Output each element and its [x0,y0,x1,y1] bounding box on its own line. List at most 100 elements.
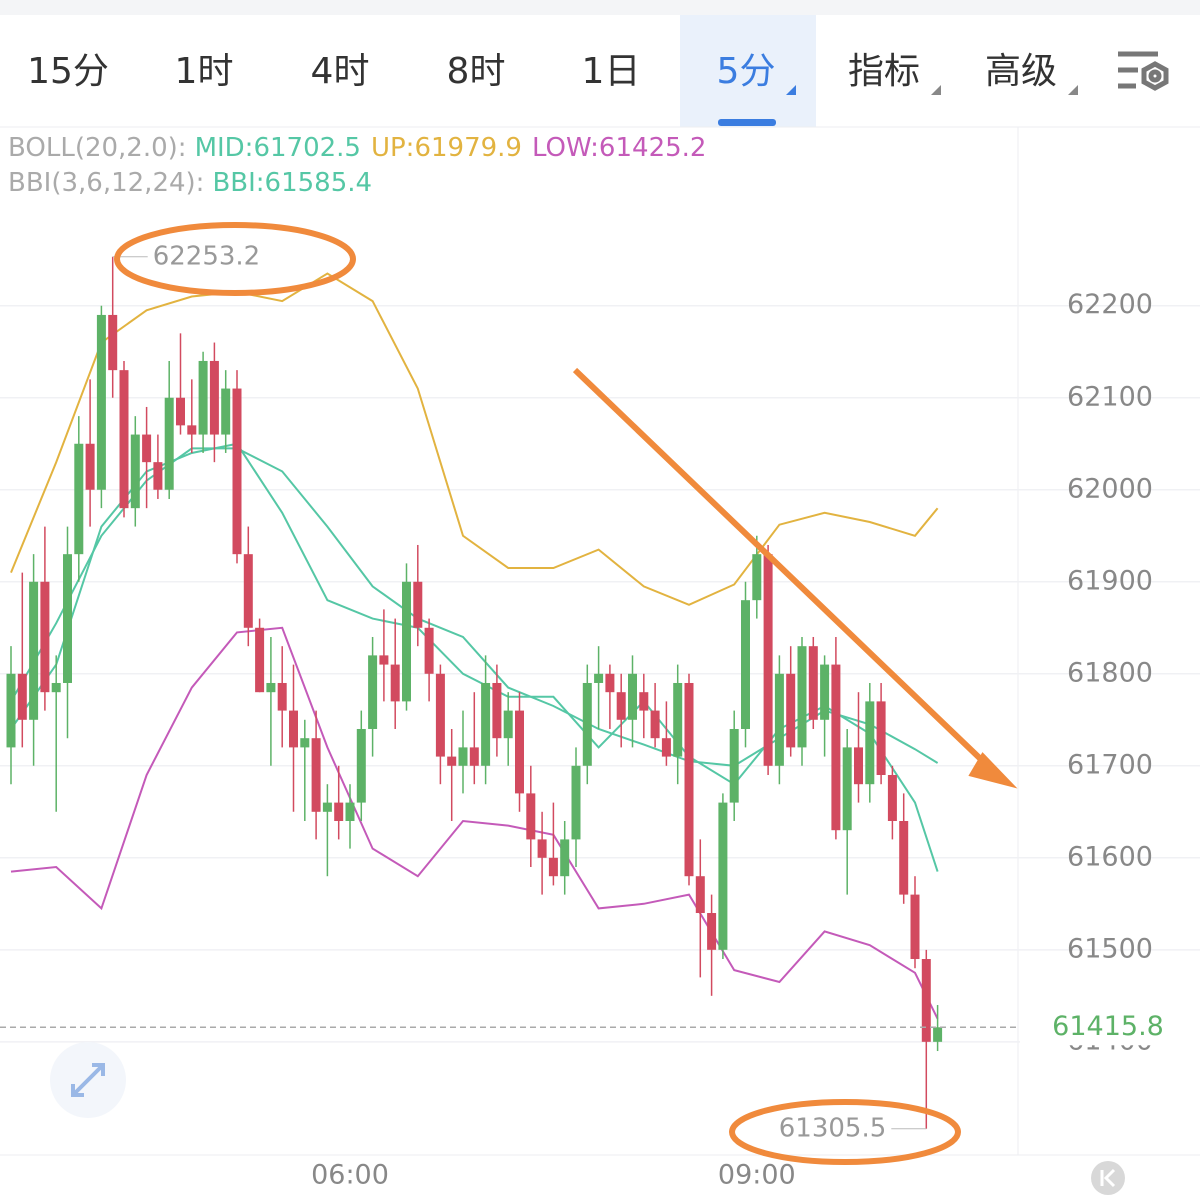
tab[interactable]: 1时 [175,51,234,92]
candle-body [402,581,411,702]
candle-body [390,664,400,702]
candle-body [639,692,649,711]
tab[interactable]: 15分 [27,51,109,92]
candle-body [255,627,265,693]
y-tick-label: 62000 [1067,473,1153,504]
candle-body [548,857,558,877]
candle-body [63,554,72,683]
candle-body [492,682,502,739]
candle-body [187,425,197,435]
indicator-line [10,272,939,606]
candle-body [424,627,434,674]
candle-body [774,673,784,766]
indicator-value: LOW:61425.2 [532,133,706,163]
candle-body [198,360,208,435]
current-price-label: 61415.8 [1052,1011,1164,1042]
candle-body [605,673,615,693]
dropdown-mark [786,85,796,95]
indicator-label: BBI(3,6,12,24): [8,168,204,198]
candle-body [695,876,705,914]
tab[interactable]: 4时 [311,51,370,92]
candle-body [6,673,16,748]
candle-body [650,710,660,739]
expand-button[interactable] [50,1042,126,1118]
indicator-line [10,626,939,1020]
candle-body [85,443,95,490]
candle-body [718,802,728,950]
candle-body [221,388,231,435]
candle-body [334,802,344,822]
candle-body [899,821,909,895]
scroll-latest-button[interactable] [1091,1161,1125,1195]
candle-body [594,673,604,683]
indicator-value: BBI:61585.4 [212,168,372,198]
candle-body [130,434,140,509]
candle-body [503,710,513,739]
tab[interactable]: 8时 [447,51,506,92]
min-label: 61305.5 [779,1113,887,1143]
y-tick-label: 62100 [1067,381,1153,412]
candle-body [435,673,445,757]
candle-body [673,682,683,757]
plot: 6140061500616006170061800619006200062100… [0,241,1200,1191]
indicator-value: MID:61702.5 [195,133,361,163]
candle-body [865,701,875,785]
candle-body [74,443,84,555]
indicator-legend: BOLL(20,2.0): MID:61702.5 UP:61979.9 LOW:61… [8,133,706,198]
candle-body [243,554,253,628]
candle-body [752,554,762,601]
candle-body [684,682,694,877]
tab[interactable]: 5分 [717,51,776,92]
candle-body [854,747,863,785]
candle-body [876,701,886,775]
candle-body [322,802,332,812]
candle-body [40,581,50,693]
candle-body [142,434,152,463]
candle-body [786,673,796,748]
candle-body [289,710,298,748]
current-price-box [1020,1009,1200,1046]
settings-icon[interactable] [1118,51,1169,91]
candle-body [707,913,717,950]
candle-body [910,894,920,960]
tab[interactable]: 高级 [985,51,1057,92]
candle-body [119,370,129,509]
y-tick-label: 61600 [1067,841,1153,872]
indicator-value: UP:61979.9 [371,133,522,163]
active-tab-underline [718,119,776,126]
candle-body [469,747,479,766]
x-tick-label: 06:00 [311,1160,389,1191]
tab[interactable]: 指标 [848,51,920,92]
y-tick-label: 61500 [1067,933,1153,964]
candle-body [661,738,671,757]
annotations [114,222,1018,1165]
candle-body [887,774,897,822]
y-tick-label: 62200 [1067,289,1153,320]
candle-body [447,756,457,766]
status-strip [0,0,1200,15]
candle-body [413,581,423,628]
candle-body [808,646,818,720]
candle-body [17,673,27,720]
candle-body [820,664,830,720]
candle-body [266,682,276,693]
candle-body [379,655,389,665]
candle-body [29,581,39,720]
candle-body [176,397,185,426]
candle-body [209,360,219,435]
candle-body [933,1027,943,1042]
candle-body [842,747,852,831]
dropdown-mark [931,85,941,95]
tab[interactable]: 1日 [582,51,641,92]
x-tick-label: 09:00 [718,1160,796,1191]
candle-body [921,959,931,1042]
max-label: 62253.2 [153,241,261,271]
candle-body [571,765,581,840]
active-tab-bg [680,15,816,127]
candle-body [345,802,355,822]
y-tick-label: 61700 [1067,749,1153,780]
candle-body [831,664,841,831]
candle-body [616,692,626,720]
candle-body [481,682,491,766]
